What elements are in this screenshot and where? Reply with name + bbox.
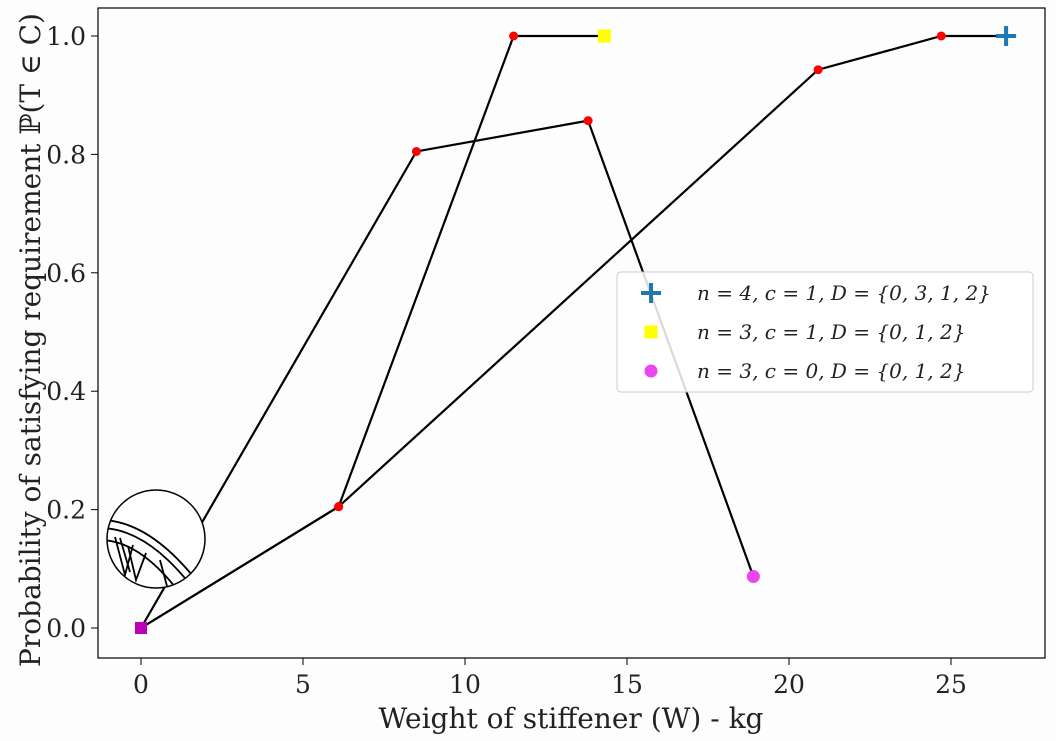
plot-markers (135, 26, 1017, 634)
data-point (509, 31, 519, 41)
legend-box (616, 271, 1034, 393)
x-axis-label: Weight of stiffener (W) - kg (379, 702, 764, 735)
x-tick-label: 25 (935, 670, 967, 699)
x-tick-label: 0 (133, 670, 149, 699)
series-line-2 (140, 34, 605, 629)
y-tick-label: 1.0 (46, 22, 86, 51)
y-tick-label: 0.4 (46, 377, 86, 406)
data-point (583, 116, 593, 126)
y-axis-label: Probability of satisfying requirement ℙ(… (14, 13, 47, 667)
y-axis-ticks: 0.0 0.2 0.4 0.6 0.8 1.0 (46, 22, 98, 643)
legend-marker-1 (641, 283, 661, 303)
data-point (813, 65, 823, 75)
y-tick-label: 0.2 (46, 496, 86, 525)
x-tick-label: 10 (449, 670, 481, 699)
data-point (334, 502, 344, 512)
plot-frame (97, 7, 1046, 659)
data-point (411, 146, 421, 156)
x-tick-label: 5 (295, 670, 311, 699)
x-tick-label: 15 (611, 670, 643, 699)
y-tick-label: 0.0 (46, 614, 86, 643)
legend-marker-2 (644, 325, 658, 339)
y-tick-label: 0.6 (46, 259, 86, 288)
series-1-end-marker (996, 26, 1017, 46)
stiffener-illustration-icon (106, 489, 206, 589)
x-axis-ticks: 0 5 10 15 20 25 (133, 658, 967, 699)
data-point (936, 31, 946, 41)
y-tick-label: 0.8 (46, 140, 86, 169)
x-tick-label: 20 (773, 670, 805, 699)
series-3-end-marker (746, 569, 760, 583)
legend-label-2: n = 3, c = 1, D = {0, 1, 2} (697, 320, 965, 344)
series-2-end-marker (597, 29, 611, 43)
legend-marker-3 (644, 364, 658, 378)
legend: n = 4, c = 1, D = {0, 3, 1, 2} n = 3, c =… (616, 271, 1034, 393)
legend-label-3: n = 3, c = 0, D = {0, 1, 2} (697, 359, 965, 383)
legend-label-1: n = 4, c = 1, D = {0, 3, 1, 2} (697, 281, 991, 305)
start-marker (135, 622, 147, 634)
